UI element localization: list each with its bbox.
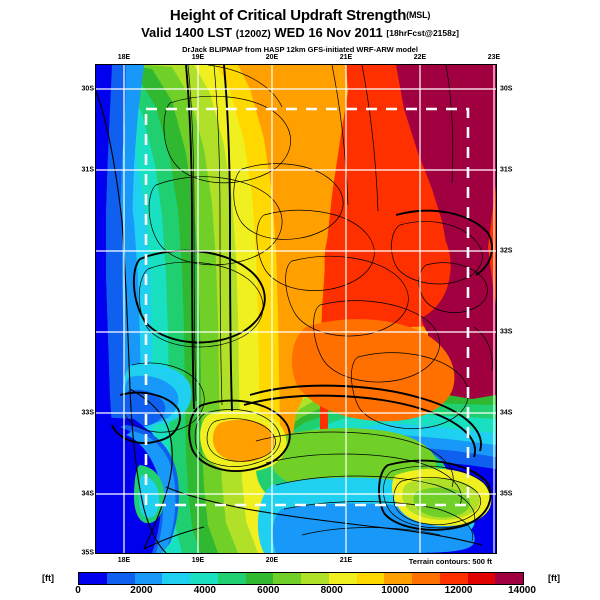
colorbar-tick-8000: 8000 [320, 585, 343, 596]
forecast-stamp: [18hrFcst@2158z] [386, 28, 459, 38]
colorbar-swatch-3 [162, 573, 190, 584]
colorbar-swatch-2 [134, 573, 163, 584]
map-plot-frame: 18E 19E 20E 21E 22E 23E 30S 31S 33S 34S … [82, 54, 513, 566]
colorbar-swatch-11 [384, 573, 412, 584]
valid-date: WED 16 Nov 2011 [274, 25, 383, 40]
lon-tick-top-0: 18E [117, 54, 131, 61]
colorbar-swatch-0 [79, 573, 107, 584]
lat-tick-left-0: 30S [81, 85, 94, 93]
lat-tick-left-3: 34S [81, 490, 94, 498]
colorbar-swatch-9 [328, 573, 357, 584]
terrain-contour-note: Terrain contours: 500 ft [408, 557, 492, 566]
colorbar-tick-14000: 14000 [508, 585, 536, 596]
colorbar-swatch-8 [301, 573, 329, 584]
lon-tick-top-1: 19E [191, 54, 205, 61]
colorbar-swatch-12 [412, 573, 440, 584]
colorbar-tick-4000: 4000 [193, 585, 216, 596]
chart-subtitle: Valid 1400 LST (1200Z) WED 16 Nov 2011 [… [0, 26, 600, 42]
lat-tick-right-5: 35S [500, 490, 513, 498]
page-title: Height of Critical Updraft Strength(MSL) [0, 8, 600, 23]
lon-tick-bottom-2: 20E [265, 557, 279, 564]
model-credit-line: DrJack BLIPMAP from HASP 12km GFS-initia… [182, 45, 418, 54]
colorbar-swatch-13 [439, 573, 468, 584]
colorbar-tick-0: 0 [75, 585, 81, 596]
lon-tick-top-2: 20E [265, 54, 279, 61]
lon-tick-top-4: 22E [413, 54, 427, 61]
colorbar-tick-2000: 2000 [130, 585, 153, 596]
lon-tick-top-5: 23E [487, 54, 501, 61]
lon-tick-bottom-3: 21E [339, 557, 353, 564]
lon-tick-bottom-0: 18E [117, 557, 131, 564]
valid-time-prefix: Valid 1400 LST [141, 25, 233, 40]
colorbar-swatch-1 [106, 573, 135, 584]
lat-tick-right-0: 30S [500, 85, 513, 93]
colorbar-tick-6000: 6000 [257, 585, 280, 596]
colorbar-gradient [78, 572, 524, 585]
lat-tick-left-1: 31S [81, 166, 94, 174]
lat-tick-right-4: 34S [500, 409, 513, 417]
colorbar-unit-right: [ft] [548, 573, 560, 583]
colorbar-tick-12000: 12000 [444, 585, 473, 596]
title-units: (MSL) [406, 10, 431, 20]
colorbar-swatch-4 [190, 573, 218, 584]
colorbar-swatch-15 [495, 573, 523, 584]
lat-tick-right-2: 32S [500, 247, 513, 255]
colorbar-swatch-6 [245, 573, 274, 584]
lon-tick-bottom-1: 19E [191, 557, 205, 564]
lat-tick-right-3: 33S [500, 328, 513, 336]
lat-tick-right-1: 31S [500, 166, 513, 174]
valid-time-utc: (1200Z) [235, 29, 271, 40]
colorbar-swatch-5 [217, 573, 246, 584]
colorbar-swatch-14 [467, 573, 496, 584]
map-canvas [96, 65, 496, 553]
colorbar-swatch-10 [356, 573, 385, 584]
lat-tick-left-2: 33S [81, 409, 94, 417]
lat-tick-left-4: 35S [81, 549, 94, 557]
colorbar-tick-10000: 10000 [381, 585, 410, 596]
chart-title-block: Height of Critical Updraft Strength(MSL)… [0, 0, 600, 54]
colorbar-unit-left: [ft] [42, 573, 54, 583]
colorbar-legend: [ft] [ft] 0 2000 4000 6000 8000 10000 12000 140… [0, 566, 600, 600]
lon-tick-top-3: 21E [339, 54, 353, 61]
colorbar-swatch-7 [273, 573, 301, 584]
title-main-text: Height of Critical Updraft Strength [169, 7, 407, 24]
colorbar-tick-labels: 0 2000 4000 6000 8000 10000 12000 14000 [75, 585, 536, 599]
